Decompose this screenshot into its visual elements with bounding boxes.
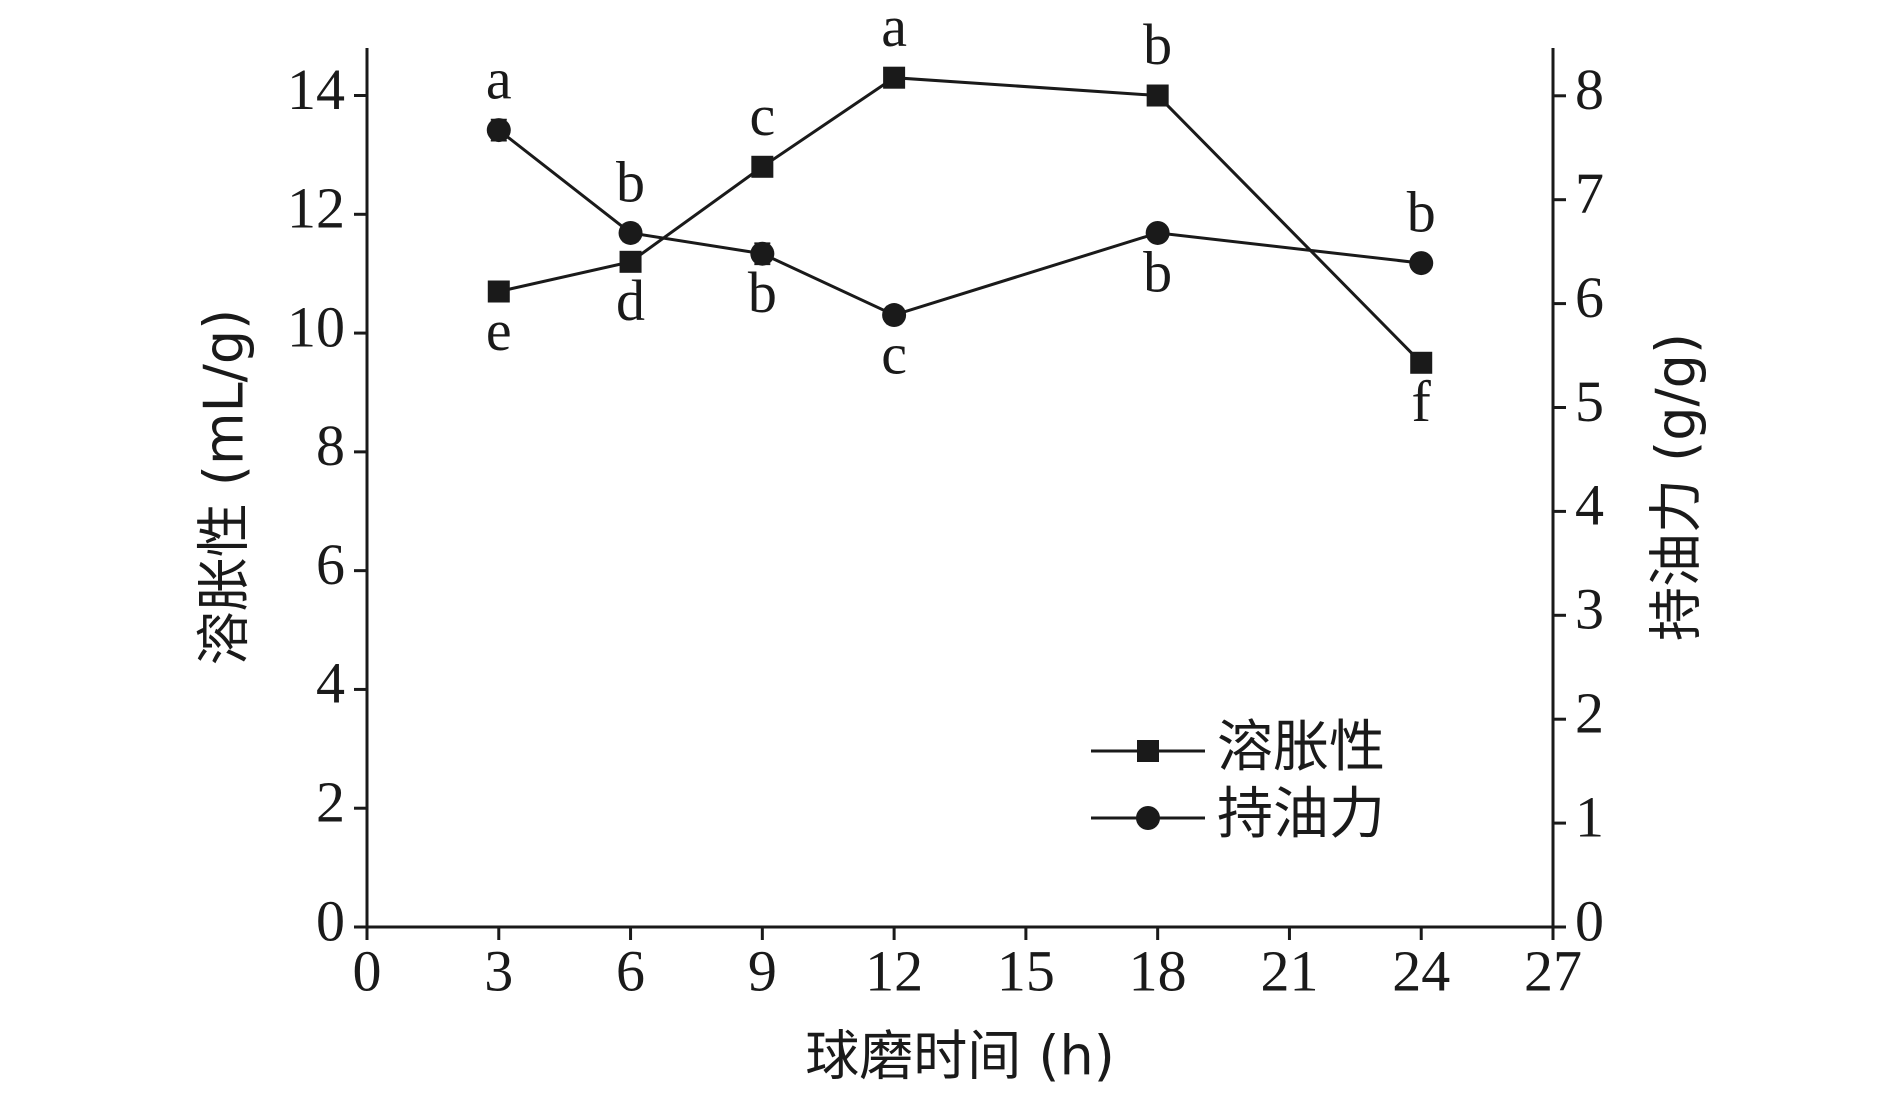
y2-tick-label: 0 <box>1575 888 1604 953</box>
significance-letter: b <box>1407 179 1436 244</box>
significance-letter: c <box>881 321 907 386</box>
x-tick-label: 6 <box>616 938 645 1003</box>
y-tick-label: 4 <box>316 651 345 716</box>
y-tick-label: 10 <box>287 294 345 359</box>
y-tick-label: 8 <box>316 413 345 478</box>
legend-label: 持油力 <box>1217 782 1385 847</box>
x-tick-label: 27 <box>1524 938 1582 1003</box>
y2-tick-label: 7 <box>1575 161 1604 226</box>
legend-label: 溶胀性 <box>1217 715 1385 780</box>
y-tick-label: 14 <box>287 57 345 122</box>
y2-tick-label: 6 <box>1575 265 1604 330</box>
x-tick-label: 3 <box>484 938 513 1003</box>
x-axis-label: 球磨时间 (h) <box>805 1025 1115 1088</box>
x-tick-label: 0 <box>353 938 382 1003</box>
legend-marker <box>1136 806 1160 830</box>
x-tick-label: 12 <box>865 938 923 1003</box>
y2-tick-label: 8 <box>1575 57 1604 122</box>
data-point <box>1145 220 1170 245</box>
y-tick-label: 2 <box>316 770 345 835</box>
y2-tick-label: 1 <box>1575 784 1604 849</box>
data-point <box>486 118 511 143</box>
series-line <box>498 76 1423 364</box>
significance-letter: a <box>881 0 907 59</box>
significance-letter: e <box>486 298 512 363</box>
data-point <box>882 303 907 328</box>
data-point <box>487 280 510 303</box>
x-tick-label: 18 <box>1129 938 1187 1003</box>
y2-axis-label: 持油力 (g/g) <box>1645 333 1708 641</box>
x-tick-label: 9 <box>748 938 777 1003</box>
x-tick-label: 21 <box>1260 938 1318 1003</box>
data-point <box>1410 351 1433 374</box>
data-point <box>750 241 775 266</box>
y-tick-label: 6 <box>316 532 345 597</box>
y-tick-label: 0 <box>316 888 345 953</box>
data-point <box>1146 84 1169 107</box>
x-tick-label: 15 <box>997 938 1055 1003</box>
data-point <box>618 220 643 245</box>
y2-tick-label: 4 <box>1575 473 1604 538</box>
data-point <box>883 66 906 89</box>
y2-tick-label: 3 <box>1575 577 1604 642</box>
y2-tick-label: 5 <box>1575 369 1604 434</box>
significance-letter: b <box>616 149 645 214</box>
y-tick-label: 12 <box>287 176 345 241</box>
data-point <box>619 250 642 273</box>
significance-letter: b <box>1143 12 1172 77</box>
significance-letter: f <box>1412 369 1432 434</box>
significance-letter: b <box>1143 239 1172 304</box>
x-tick-label: 24 <box>1392 938 1450 1003</box>
significance-letter: a <box>486 46 512 111</box>
significance-letter: b <box>748 260 777 325</box>
legend-marker <box>1137 740 1159 762</box>
data-point <box>1409 251 1434 276</box>
y2-tick-label: 2 <box>1575 681 1604 746</box>
y-axis-label: 溶胀性 (mL/g) <box>193 309 256 665</box>
significance-letter: c <box>749 83 775 148</box>
series-line <box>497 128 1422 317</box>
significance-letter: d <box>616 268 645 333</box>
data-point <box>751 155 774 178</box>
